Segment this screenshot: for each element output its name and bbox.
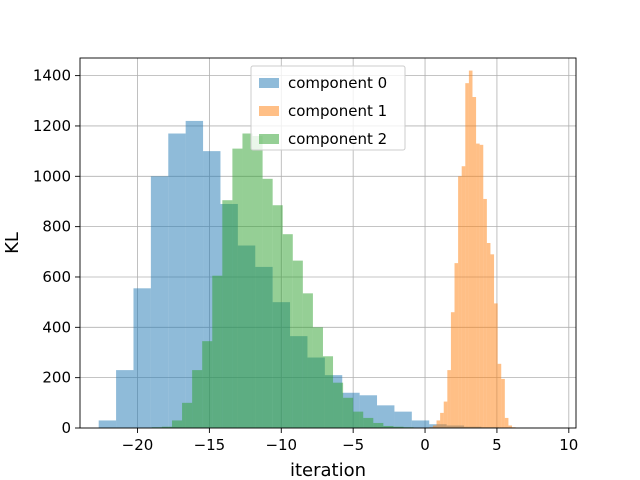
histogram-bar	[232, 148, 243, 428]
legend-swatch	[259, 106, 279, 116]
histogram-bar	[212, 275, 223, 428]
histogram-bar	[454, 263, 459, 428]
histogram-bar	[242, 133, 253, 429]
histogram-bar	[483, 198, 487, 428]
histogram-bar	[450, 312, 455, 428]
histogram-bar	[490, 254, 495, 428]
histogram-bar	[222, 200, 233, 428]
histogram-bar	[302, 293, 313, 428]
legend-label: component 0	[288, 74, 387, 92]
histogram-bar	[182, 402, 193, 428]
x-tick-label: −10	[265, 436, 297, 454]
y-tick-label: 200	[42, 369, 71, 387]
histogram-bar	[432, 425, 437, 428]
histogram-bar	[494, 303, 498, 428]
y-tick-label: 1200	[33, 117, 71, 135]
histogram-bar	[377, 405, 395, 428]
histogram-bar	[322, 356, 334, 428]
histogram-bar	[98, 420, 117, 428]
histogram-bar	[116, 370, 134, 428]
histogram-bar	[508, 425, 513, 428]
histogram-bar	[333, 382, 344, 428]
histogram-bar	[363, 417, 374, 428]
histogram-bar	[202, 341, 213, 428]
histogram-bar	[394, 411, 412, 428]
histogram-bar	[282, 234, 293, 428]
histogram-bar	[476, 143, 480, 428]
y-tick-label: 1400	[33, 67, 71, 85]
histogram-bar	[465, 83, 469, 428]
y-axis-label: KL	[2, 232, 23, 254]
x-tick-label: 10	[559, 436, 578, 454]
histogram-bar	[497, 363, 502, 428]
histogram-bar	[461, 166, 466, 428]
x-tick-label: 5	[492, 436, 502, 454]
y-tick-label: 600	[42, 268, 71, 286]
histogram-bar	[192, 370, 203, 428]
histogram-bar	[252, 136, 263, 428]
x-tick-label: −15	[194, 436, 226, 454]
histogram-bar	[343, 397, 354, 428]
legend: component 0 component 1 component 2	[250, 65, 406, 151]
histogram-bar	[172, 420, 183, 428]
histogram-bar	[458, 176, 462, 428]
histogram-bar	[393, 426, 404, 428]
histogram-bar	[168, 133, 186, 429]
histogram-bar	[501, 378, 505, 428]
histogram-bar	[312, 327, 323, 428]
series-1	[429, 70, 516, 429]
y-tick-label: 0	[61, 419, 71, 437]
legend-frame	[250, 65, 406, 151]
series-2	[151, 133, 414, 429]
histogram-bar	[133, 288, 151, 428]
x-tick-label: −20	[122, 436, 154, 454]
histogram-bar	[443, 401, 448, 428]
histogram-bar	[292, 260, 303, 428]
y-tick-label: 400	[42, 318, 71, 336]
histogram-bar	[440, 412, 444, 428]
y-tick-label: 1000	[33, 167, 71, 185]
legend-label: component 1	[288, 102, 387, 120]
legend-swatch	[259, 134, 279, 144]
x-tick-label: 0	[420, 436, 430, 454]
y-tick-label: 800	[42, 218, 71, 236]
histogram-bar	[353, 411, 364, 428]
histogram-bar	[504, 417, 509, 428]
legend-label: component 2	[288, 130, 387, 148]
histogram-bar	[185, 120, 204, 428]
bars	[98, 70, 534, 429]
legend-swatch	[259, 78, 279, 88]
x-axis-label: iteration	[290, 460, 366, 480]
histogram-bar	[436, 420, 441, 428]
histogram-bar	[479, 144, 484, 428]
axis-ticks: −20 −15 −10 −5 0 5 10 0 200 400 600 800 1000 1200 1400	[33, 67, 579, 454]
histogram-bar	[468, 70, 473, 429]
histogram-bar	[486, 243, 491, 428]
histogram-bar	[150, 176, 169, 428]
histogram-bar	[161, 426, 173, 428]
histogram-bar	[447, 370, 451, 428]
plot-frame	[79, 57, 577, 429]
histogram-bar	[373, 422, 384, 428]
histogram-bar	[272, 205, 283, 428]
x-tick-label: −5	[342, 436, 364, 454]
histogram-bar	[383, 425, 394, 428]
histogram-bar	[472, 97, 477, 428]
histogram-bar	[411, 420, 430, 428]
histogram-bar	[262, 178, 273, 428]
